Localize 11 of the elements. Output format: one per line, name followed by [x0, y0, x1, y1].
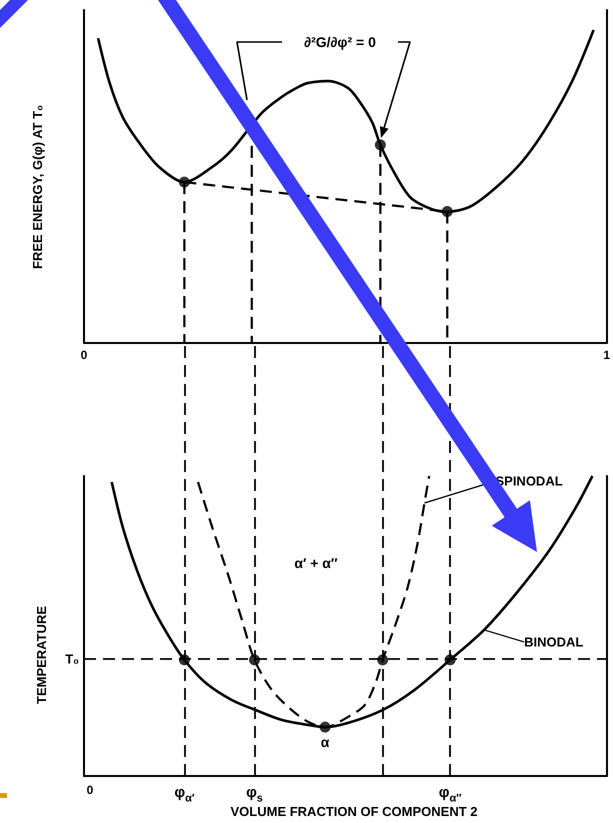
annotation: ∂²G/∂φ² = 0 [304, 34, 376, 50]
ref-line-label: T₀ [65, 652, 80, 666]
annotation: α [320, 734, 330, 750]
y-axis-title: FREE ENERGY, G(φ) AT T₀ [30, 104, 45, 269]
text: SPINODAL [495, 474, 563, 488]
annotation: α′ + α″ [294, 555, 338, 571]
y-axis-title: TEMPERATURE [34, 606, 49, 704]
x-axis-title: VOLUME FRACTION OF COMPONENT 2 [230, 804, 478, 819]
text: 0 [86, 783, 94, 797]
legend-label: BINODAL [524, 634, 584, 650]
x-tick-label: 1 [603, 348, 610, 362]
